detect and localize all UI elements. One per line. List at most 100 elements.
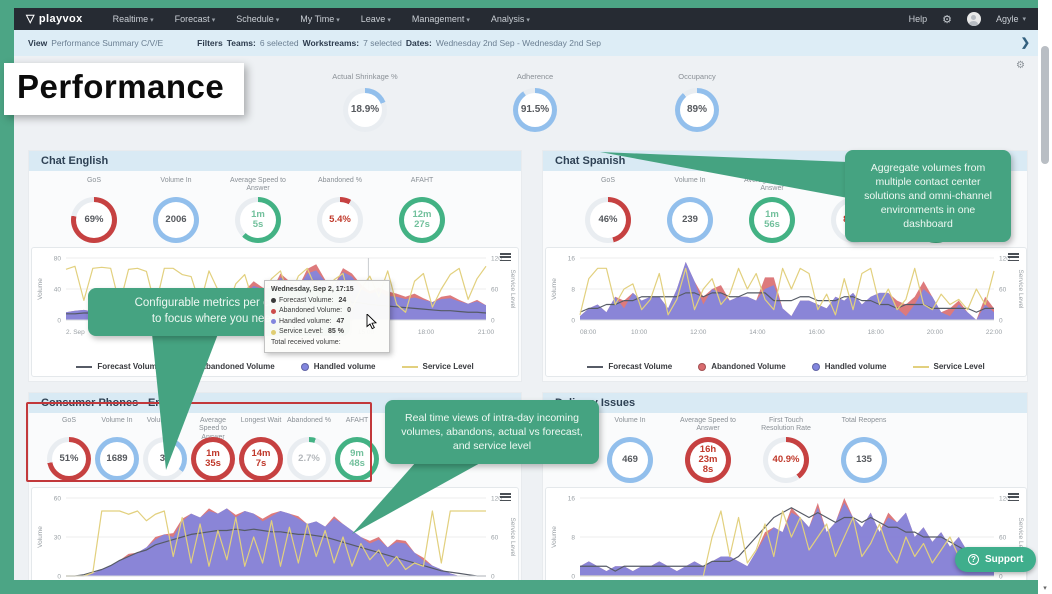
legend-swatch [912,365,929,368]
legend-swatch [300,362,309,371]
nav-item-schedule[interactable]: Schedule ▾ [236,14,280,24]
workstreams-value[interactable]: 7 selected [363,38,402,48]
chart-legend: Forecast Volume Abandoned Volume Handled v… [546,362,1026,371]
mouse-cursor-icon [366,314,378,330]
svg-text:40: 40 [54,287,62,294]
legend-label: Service Level [422,362,474,371]
svg-text:16:00: 16:00 [808,329,825,336]
svg-text:0: 0 [491,318,495,325]
svg-text:120: 120 [491,256,502,263]
section-title: Chat Spanish [555,155,626,167]
nav-item-my-time[interactable]: My Time ▾ [300,14,340,24]
dashboard-settings-gear-icon[interactable]: ⚙ [1016,60,1025,71]
kpi-label: Occupancy [678,72,716,81]
playvox-logo[interactable]: ▽ playvox [26,13,83,26]
kpi-adherence: Adherence 91.5% [475,72,595,132]
nav-item-realtime[interactable]: Realtime ▾ [112,14,154,24]
legend-item: Forecast Volume [76,362,161,371]
chart-card-delivery-issues: 00860161202. Sep03:0006:0009:0012:0015:0… [545,487,1027,580]
tooltip-dot [271,329,276,335]
metric-value: 469 [622,453,638,465]
metric-label: Total Reopens [841,417,887,424]
scrollbar-thumb[interactable] [1041,46,1049,164]
support-button[interactable]: ? Support [955,547,1037,572]
metric-ring: 239 [667,197,713,243]
metric-ring: 18.9% [343,88,387,132]
user-name: Agyle [995,14,1019,24]
metric-cell: Abandoned % 5.4% [299,177,381,243]
svg-text:2. Sep: 2. Sep [66,329,85,336]
legend-item: Handled volume [300,362,376,371]
metric-cell: Longest Wait 14m 7s [237,417,285,481]
metric-label: Abandoned % [318,177,362,184]
metric-value: 18.9% [350,103,380,115]
svg-text:10:00: 10:00 [631,329,648,336]
chart-card-consumer-phones: 0030606012006:0008:0010:0012:0014:0016:0… [31,487,519,580]
svg-text:120: 120 [491,496,502,503]
metric-label: GoS [61,417,76,424]
chevron-right-icon[interactable]: ❯ [1020,37,1030,49]
tooltip-dot [271,308,276,314]
teams-value[interactable]: 6 selected [259,38,299,48]
svg-text:Service Level: Service Level [509,269,516,309]
workstreams-label: Workstreams: [302,38,360,48]
tooltip-row: Service Level: 85 % [271,327,383,338]
svg-text:14:00: 14:00 [749,329,766,336]
svg-text:120: 120 [999,496,1010,503]
metric-label: Average Speed to Answer [744,177,800,193]
chart-menu-icon[interactable] [1008,253,1019,263]
nav-item-forecast[interactable]: Forecast ▾ [174,14,216,24]
svg-text:Service Level: Service Level [1017,269,1024,309]
kpi-label: Adherence [516,72,554,81]
section-header: Delivery Issues [543,393,1027,413]
legend-label: Handled volume [313,362,376,371]
nav-item-management[interactable]: Management ▾ [411,14,470,24]
chart-menu-icon[interactable] [500,493,511,503]
chart-delivery-issues: 00860161202. Sep03:0006:0009:0012:0015:0… [551,496,1024,581]
metric-cell: Average Speed to Answer 1m 56s [731,177,813,243]
avatar[interactable] [966,12,981,26]
scrollbar-down-arrow[interactable]: ▾ [1043,585,1047,592]
metric-cell: Volume In 2006 [135,177,217,243]
legend-label: Forecast Volume [608,362,673,371]
playvox-logo-icon: ▽ [26,12,35,25]
legend-label: Handled volume [824,362,887,371]
svg-text:8: 8 [571,535,575,542]
gear-icon[interactable]: ⚙ [942,13,952,26]
user-menu[interactable]: Agyle ▾ [996,14,1026,24]
callout-text: Aggregate volumes from multiple contact … [864,161,992,231]
metric-label: First Touch Resolution Rate [761,417,811,433]
legend-item: Abandoned Volume [698,362,786,371]
filter-bar: View Performance Summary C/V/E Filters T… [14,30,1038,56]
metric-cell: Abandoned % 2.7% [285,417,333,481]
metric-label: Volume In [101,417,133,424]
chart-menu-icon[interactable] [1008,493,1019,503]
legend-item: Forecast Volume [587,362,672,371]
metric-cell: Volume In 1689 [93,417,141,481]
metric-value: 51% [59,452,79,464]
tooltip-title: Wednesday, Sep 2, 17:15 [271,286,354,293]
metric-cell: Average Speed to Answer 1m 5s [217,177,299,243]
chart-menu-icon[interactable] [500,253,511,263]
help-link[interactable]: Help [908,14,928,24]
legend-swatch [587,365,604,368]
tooltip-row: Abandoned Volume: 0 [271,306,383,317]
metric-cell: Volume In 239 [649,177,731,243]
view-value[interactable]: Performance Summary C/V/E [51,38,164,48]
chevron-down-icon: ▾ [1022,16,1026,23]
svg-text:21:00: 21:00 [478,329,495,336]
svg-text:0: 0 [999,318,1003,325]
metric-value: 5.4% [329,213,351,225]
metric-ring: 89% [675,88,719,132]
callout-text: Real time views of intra-day incoming vo… [401,411,583,453]
legend-label: Abandoned Volume [711,362,786,371]
chart-card-chat-spanish: 0 0 8 60 16 120 08:00 10:00 12:00 14:00 16:00 18:00… [545,247,1027,377]
nav-item-leave[interactable]: Leave ▾ [360,14,391,24]
metric-value: 1m 56s [764,208,780,230]
metric-value: 16h 23m 8s [698,443,718,476]
dates-value[interactable]: Wednesday 2nd Sep - Wednesday 2nd Sep [435,38,601,48]
metric-ring: 2006 [153,197,199,243]
nav-item-analysis[interactable]: Analysis ▾ [490,14,530,24]
dashboard-viewport: ▽ playvox Realtime ▾ Forecast ▾ Schedule ▾ My … [14,8,1038,580]
metric-value: 69% [84,213,104,225]
